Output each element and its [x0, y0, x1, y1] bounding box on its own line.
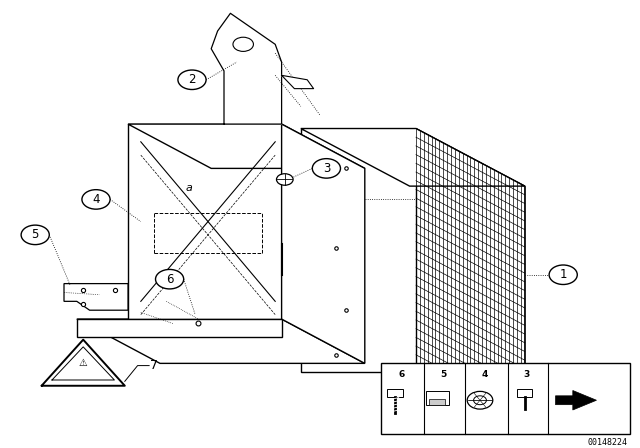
Polygon shape: [211, 13, 282, 124]
Polygon shape: [77, 319, 365, 363]
Circle shape: [178, 70, 206, 90]
Circle shape: [312, 159, 340, 178]
Text: a: a: [186, 183, 192, 194]
Polygon shape: [301, 129, 416, 372]
Circle shape: [82, 190, 110, 209]
Text: 5: 5: [440, 370, 446, 379]
Polygon shape: [301, 129, 525, 186]
Bar: [381, 363, 630, 434]
Polygon shape: [282, 75, 314, 89]
Polygon shape: [128, 124, 282, 319]
Circle shape: [276, 174, 293, 185]
Polygon shape: [64, 284, 128, 310]
Bar: [426, 392, 449, 405]
Text: 3: 3: [323, 162, 330, 175]
Text: 00148224: 00148224: [588, 438, 627, 447]
Text: ⚠: ⚠: [79, 358, 88, 368]
Polygon shape: [77, 319, 282, 337]
Bar: [387, 389, 403, 396]
Text: 1: 1: [559, 268, 567, 281]
Bar: [517, 389, 532, 396]
Bar: [429, 399, 445, 405]
Polygon shape: [556, 391, 596, 410]
Text: 4: 4: [92, 193, 100, 206]
Text: 2: 2: [188, 73, 196, 86]
Polygon shape: [42, 340, 125, 386]
Circle shape: [474, 396, 486, 405]
Circle shape: [467, 392, 493, 409]
Text: 6: 6: [166, 273, 173, 286]
Circle shape: [549, 265, 577, 284]
Polygon shape: [282, 124, 365, 363]
Polygon shape: [416, 129, 525, 430]
Polygon shape: [128, 124, 365, 168]
Text: 5: 5: [31, 228, 39, 241]
Text: 3: 3: [524, 370, 530, 379]
Circle shape: [21, 225, 49, 245]
Circle shape: [156, 269, 184, 289]
Text: 6: 6: [398, 370, 404, 379]
Circle shape: [233, 37, 253, 52]
Text: 7: 7: [150, 359, 158, 372]
Text: 4: 4: [482, 370, 488, 379]
